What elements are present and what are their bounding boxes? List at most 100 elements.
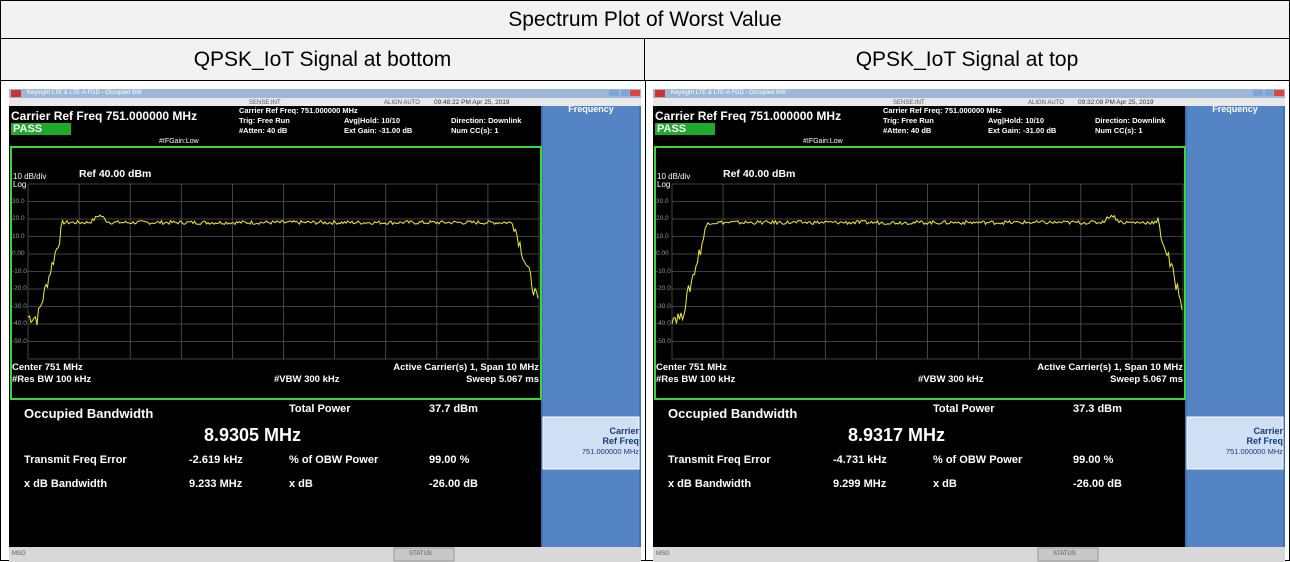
center: Center 751 MHz <box>12 362 83 373</box>
key2: Ref Freq <box>602 436 639 446</box>
obw: 8.9317 MHz <box>848 425 946 445</box>
window-title: Keysight LTE & LTE-A FDD - Occupied BW <box>671 90 786 96</box>
window-button <box>1253 90 1263 96</box>
p1: Carrier Ref Freq: 751.000000 MHz <box>239 106 358 115</box>
key1: Carrier <box>609 426 639 436</box>
p2: Trig: Free Run <box>883 116 934 125</box>
table-title: Spectrum Plot of Worst Value <box>1 1 1289 39</box>
carrier-ref: Carrier Ref Freq 751.000000 MHz <box>11 109 198 123</box>
softkey-button <box>1186 416 1284 470</box>
scale: 10 dB/div <box>13 172 47 181</box>
span: Active Carrier(s) 1, Span 10 MHz <box>1037 362 1183 373</box>
screenshot: Keysight LTE & LTE-A FDD - Occupied BW SE… <box>9 89 641 562</box>
tfe-label: Transmit Freq Error <box>24 454 127 466</box>
tp: 37.7 dBm <box>429 403 478 415</box>
status-row <box>9 98 641 106</box>
y-axis-label: 10.0 <box>656 232 669 240</box>
window-title: Keysight LTE & LTE-A FDD - Occupied BW <box>27 90 142 96</box>
sweep: Sweep 5.067 ms <box>466 374 539 385</box>
status-row <box>653 98 1285 106</box>
scale: 10 dB/div <box>657 172 691 181</box>
message-bar <box>9 547 641 562</box>
tfe-label: Transmit Freq Error <box>668 454 771 466</box>
p6: Direction: Downlink <box>451 116 522 125</box>
log: Log <box>13 180 27 189</box>
menu: Frequency <box>568 104 614 114</box>
title-bar <box>9 89 641 98</box>
y-axis-label: -50.0 <box>12 337 27 345</box>
y-axis-label: -40.0 <box>656 320 671 327</box>
spectrum-trace <box>27 214 539 326</box>
y-axis-label: 0.00 <box>656 250 669 257</box>
title-bar <box>653 89 1285 98</box>
xbw: 9.299 MHz <box>833 478 887 490</box>
y-axis-label: 30.0 <box>12 197 25 205</box>
p2: Trig: Free Run <box>239 116 290 125</box>
p5: Ext Gain: -31.00 dB <box>988 126 1057 135</box>
ref: Ref 40.00 dBm <box>723 168 796 180</box>
y-axis-label: 30.0 <box>656 197 669 205</box>
p6: Direction: Downlink <box>1095 116 1166 125</box>
plot-frame <box>654 146 1186 400</box>
p7: Num CC(s): 1 <box>1095 126 1143 135</box>
span: Active Carrier(s) 1, Span 10 MHz <box>393 362 539 373</box>
p4: Avg|Hold: 10/10 <box>344 116 401 125</box>
vbw: #VBW 300 kHz <box>918 374 984 385</box>
y-axis-label: -30.0 <box>656 302 671 310</box>
vbw: #VBW 300 kHz <box>274 374 340 385</box>
sense: SENSE:INT <box>249 100 281 106</box>
pass-label: PASS <box>657 123 687 135</box>
softkey-panel-inner <box>1187 106 1283 547</box>
key3: 751.000000 MHz <box>1225 447 1283 456</box>
y-axis-label: -10.0 <box>656 267 671 275</box>
time: 09:48:22 PM Apr 25, 2019 <box>434 99 510 106</box>
window-button <box>621 90 629 96</box>
window-button <box>609 90 619 96</box>
p7: Num CC(s): 1 <box>451 126 499 135</box>
xdb: -26.00 dB <box>1073 478 1122 490</box>
res-bw: #Res BW 100 kHz <box>12 374 92 385</box>
pct: 99.00 % <box>429 454 470 466</box>
obw: 8.9305 MHz <box>204 425 302 445</box>
screen-graphics <box>9 89 641 562</box>
xdb-label: x dB <box>933 478 957 490</box>
column-heading: QPSK_IoT Signal at bottom <box>1 39 645 81</box>
status: STATUS <box>409 551 432 557</box>
pass-badge <box>655 123 715 135</box>
status: STATUS <box>1053 551 1076 557</box>
p1: Carrier Ref Freq: 751.000000 MHz <box>883 106 1002 115</box>
softkey-button <box>542 416 640 470</box>
y-axis-label: -10.0 <box>12 267 27 275</box>
pct-label: % of OBW Power <box>289 454 379 466</box>
time: 09:32:09 PM Apr 25, 2019 <box>1078 99 1154 106</box>
xdb: -26.00 dB <box>429 478 478 490</box>
column-heading: QPSK_IoT Signal at top <box>645 39 1289 81</box>
y-axis-label: 20.0 <box>12 215 25 222</box>
message-bar <box>653 547 1285 562</box>
y-axis-label: -40.0 <box>12 320 27 327</box>
pass-label: PASS <box>13 123 43 135</box>
pct-label: % of OBW Power <box>933 454 1023 466</box>
key1: Carrier <box>1253 426 1283 436</box>
p4: Avg|Hold: 10/10 <box>988 116 1045 125</box>
xbw-label: x dB Bandwidth <box>668 478 752 490</box>
center: Center 751 MHz <box>656 362 727 373</box>
sense: SENSE:INT <box>893 100 925 106</box>
close-button <box>630 90 640 96</box>
msg: MSG <box>656 551 670 557</box>
align: ALIGN AUTO <box>384 100 420 106</box>
xdb-label: x dB <box>289 478 313 490</box>
sweep: Sweep 5.067 ms <box>1110 374 1183 385</box>
align: ALIGN AUTO <box>1028 100 1064 106</box>
pass-badge <box>11 123 71 135</box>
y-axis-label: -30.0 <box>12 302 27 310</box>
tfe: -2.619 kHz <box>189 454 243 466</box>
tfe: -4.731 kHz <box>833 454 887 466</box>
key3: 751.000000 MHz <box>581 447 639 456</box>
close-button <box>1274 90 1284 96</box>
ref: Ref 40.00 dBm <box>79 168 152 180</box>
xbw: 9.233 MHz <box>189 478 243 490</box>
carrier-ref: Carrier Ref Freq 751.000000 MHz <box>655 109 842 123</box>
y-axis-label: 10.0 <box>12 232 25 240</box>
window-button <box>1265 90 1273 96</box>
